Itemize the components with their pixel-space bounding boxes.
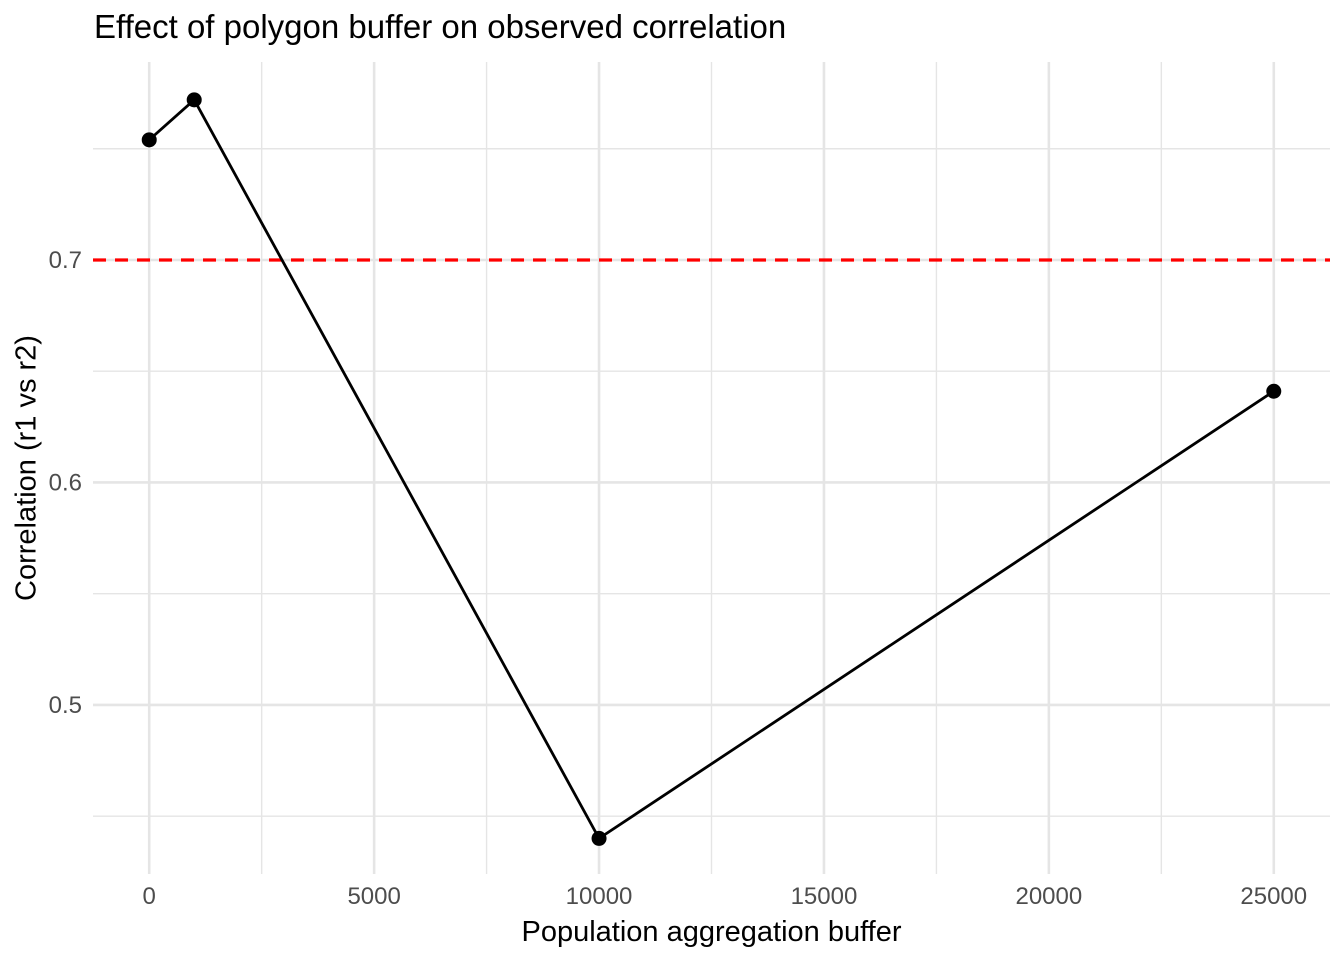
series-line — [148, 97, 1275, 841]
data-point — [186, 92, 202, 108]
data-point — [591, 830, 607, 846]
x-tick-label: 5000 — [347, 883, 400, 910]
x-tick-label: 10000 — [566, 883, 633, 910]
y-tick-label: 0.6 — [49, 469, 82, 496]
x-axis-title: Population aggregation buffer — [521, 916, 902, 948]
chart-title: Effect of polygon buffer on observed cor… — [94, 8, 787, 45]
y-tick-label: 0.5 — [49, 692, 82, 719]
data-point — [141, 132, 157, 148]
x-tick-label: 25000 — [1240, 883, 1307, 910]
data-point — [1266, 383, 1282, 399]
x-tick-label: 15000 — [791, 883, 858, 910]
y-tick-label: 0.7 — [49, 247, 82, 274]
x-tick-label: 20000 — [1015, 883, 1082, 910]
x-tick-label: 0 — [143, 883, 156, 910]
